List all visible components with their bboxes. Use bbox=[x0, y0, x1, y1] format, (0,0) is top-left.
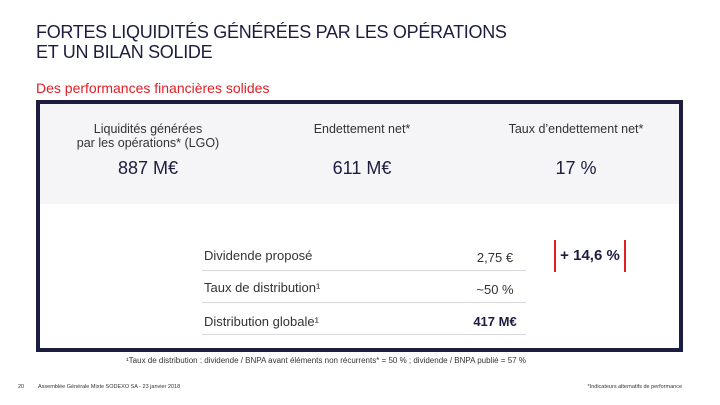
kpi-label-line-2: par les opérations* (LGO) bbox=[76, 136, 220, 150]
footnote: ¹Taux de distribution : dividende / BNPA… bbox=[126, 356, 526, 365]
dividend-row-value: ~50 % bbox=[476, 282, 514, 297]
kpi-band bbox=[40, 104, 679, 204]
growth-badge: + 14,6 % bbox=[554, 240, 626, 272]
dividend-row-value: 417 M€ bbox=[473, 314, 517, 329]
dividend-row-value: 2,75 € bbox=[476, 250, 514, 265]
title-line-1: FORTES LIQUIDITÉS GÉNÉRÉES PAR LES OPÉRA… bbox=[36, 22, 507, 42]
kpi-net-debt: Endettement net* 611 M€ bbox=[262, 122, 462, 179]
kpi-label-line-1: Liquidités générées bbox=[93, 122, 203, 136]
footer-note: *Indicateurs alternatifs de performance bbox=[587, 384, 682, 390]
row-divider bbox=[202, 302, 526, 303]
row-divider bbox=[202, 270, 526, 271]
kpi-label: Endettement net* bbox=[313, 122, 411, 136]
footer-event: Assemblée Générale Mixte SODEXO SA - 23 … bbox=[38, 384, 181, 390]
slide-title: FORTES LIQUIDITÉS GÉNÉRÉES PAR LES OPÉRA… bbox=[36, 22, 636, 62]
kpi-label: Taux d’endettement net* bbox=[508, 122, 644, 136]
kpi-value: 887 M€ bbox=[117, 158, 179, 178]
dividend-row-label: Distribution globale¹ bbox=[204, 314, 319, 329]
kpi-debt-ratio: Taux d’endettement net* 17 % bbox=[476, 122, 676, 179]
kpi-value: 17 % bbox=[555, 158, 597, 178]
slide-subtitle: Des performances financières solides bbox=[36, 80, 270, 96]
title-line-2: ET UN BILAN SOLIDE bbox=[36, 42, 213, 62]
row-divider bbox=[202, 334, 526, 335]
kpi-value: 611 M€ bbox=[332, 158, 392, 178]
page-number: 20 bbox=[18, 384, 25, 390]
dividend-row-label: Dividende proposé bbox=[204, 248, 313, 263]
dividend-row-label: Taux de distribution¹ bbox=[204, 280, 321, 295]
dividend-panel bbox=[40, 204, 679, 348]
kpi-lgo: Liquidités générées par les opérations* … bbox=[48, 122, 248, 179]
